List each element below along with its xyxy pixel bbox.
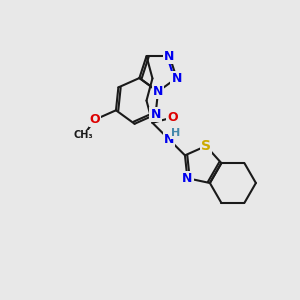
Text: N: N bbox=[164, 133, 174, 146]
Text: H: H bbox=[171, 128, 180, 138]
Text: O: O bbox=[167, 111, 178, 124]
Text: S: S bbox=[201, 139, 211, 153]
Text: N: N bbox=[171, 71, 182, 85]
Text: O: O bbox=[90, 113, 100, 126]
Text: N: N bbox=[153, 85, 163, 98]
Text: CH₃: CH₃ bbox=[74, 130, 93, 140]
Text: N: N bbox=[150, 108, 161, 121]
Text: N: N bbox=[164, 50, 175, 63]
Text: N: N bbox=[182, 172, 193, 185]
